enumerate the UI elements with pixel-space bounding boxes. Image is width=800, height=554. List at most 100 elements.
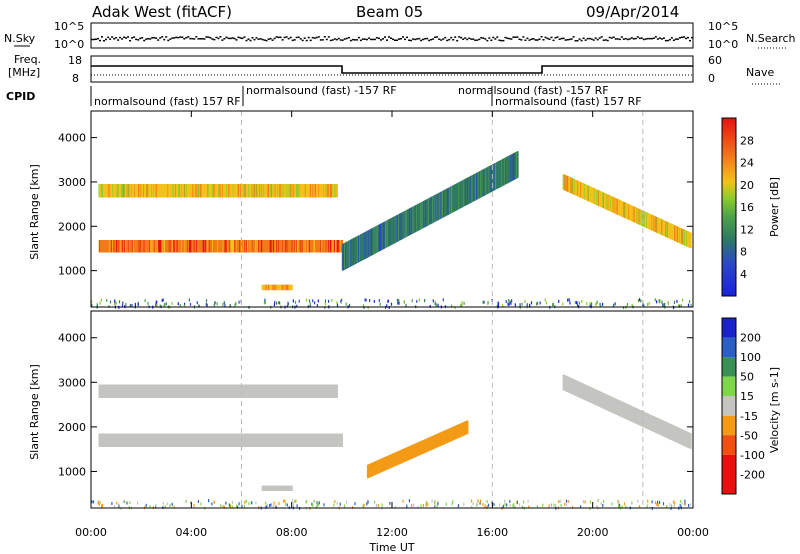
ground-speckle	[113, 504, 116, 508]
ground-speckle	[188, 298, 190, 302]
radar-title: Adak West (fitACF)	[92, 3, 232, 21]
ground-speckle	[417, 505, 419, 509]
ground-speckle	[309, 302, 311, 306]
sky-sample	[357, 36, 360, 39]
sky-sample	[365, 38, 368, 41]
sky-sample	[536, 39, 539, 41]
ground-speckle	[550, 503, 553, 507]
sky-sample	[504, 36, 507, 39]
ground-speckle	[264, 301, 266, 305]
ground-speckle	[336, 303, 339, 307]
ground-speckle	[663, 303, 665, 307]
ground-speckle	[429, 304, 431, 308]
ground-speckle	[505, 300, 507, 304]
ground-speckle	[659, 500, 661, 504]
ground-speckle	[567, 500, 569, 503]
ground-speckle	[684, 502, 686, 506]
sky-sample	[125, 37, 128, 39]
ground-speckle	[519, 303, 521, 307]
sky-sample	[341, 39, 344, 41]
sky-sample	[572, 36, 575, 38]
ground-speckle	[674, 501, 676, 505]
ground-speckle	[331, 298, 333, 302]
ground-speckle	[596, 504, 598, 508]
sky-sample	[588, 37, 591, 40]
sky-sample	[610, 37, 613, 39]
ground-speckle	[387, 299, 389, 303]
sky-sample	[582, 37, 585, 39]
ground-speckle	[161, 299, 163, 302]
ground-speckle	[403, 300, 405, 304]
sky-sample	[241, 37, 244, 40]
sky-sample	[101, 36, 103, 38]
ground-speckle	[381, 503, 383, 507]
ground-speckle	[618, 503, 621, 507]
sky-sample	[223, 38, 226, 40]
sky-sample	[237, 36, 240, 38]
ground-speckle	[434, 500, 436, 504]
ground-speckle	[461, 304, 463, 307]
ground-speckle	[229, 503, 231, 507]
sky-sample	[97, 37, 99, 40]
ground-speckle	[434, 504, 436, 508]
ground-speckle	[431, 499, 433, 503]
sky-sample	[325, 38, 328, 41]
sky-sample	[534, 39, 537, 41]
ground-speckle	[514, 505, 516, 509]
ground-speckle	[614, 302, 616, 306]
ground-speckle	[542, 503, 544, 507]
y-tick-label: 4000	[58, 132, 86, 145]
sky-sample	[514, 36, 517, 38]
sky-sample	[213, 38, 216, 41]
ground-speckle	[311, 502, 313, 506]
ground-speckle	[121, 304, 124, 308]
sky-sample	[275, 36, 278, 38]
sky-sample	[217, 37, 220, 40]
sky-sample	[287, 37, 290, 40]
ground-speckle	[169, 504, 171, 508]
sky-sample	[329, 39, 332, 42]
sky-sample	[408, 39, 411, 41]
ground-speckle	[317, 503, 320, 506]
power-colorbar-tick: 20	[740, 179, 754, 192]
cpid-segment-3: normalsound (fast) -157 RF	[458, 84, 609, 97]
ground-speckle	[270, 503, 272, 507]
sky-panel: N.Sky 10^5 10^0 10^5 10^0 N.Search	[4, 20, 796, 51]
ground-speckle	[460, 303, 462, 307]
ground-speckle	[316, 505, 318, 509]
ground-speckle	[229, 504, 231, 508]
sky-sample	[658, 37, 661, 39]
ground-speckle	[516, 500, 518, 504]
sky-sample	[133, 36, 136, 38]
sky-sample	[412, 38, 415, 40]
sky-sample	[307, 36, 310, 39]
sky-sample	[689, 39, 691, 42]
ground-speckle	[200, 502, 202, 506]
ground-speckle	[286, 304, 288, 308]
sky-sample	[99, 39, 101, 42]
ground-speckle	[369, 299, 371, 303]
ground-speckle	[676, 299, 678, 303]
ground-speckle	[164, 303, 166, 306]
sky-sample	[602, 39, 605, 41]
sky-sample	[622, 38, 625, 40]
ground-speckle	[205, 302, 207, 306]
velocity-colorbar	[721, 317, 737, 495]
ground-speckle	[612, 303, 615, 307]
ground-speckle	[602, 302, 604, 306]
ground-speckle	[577, 303, 579, 307]
ground-speckle	[451, 304, 453, 308]
sky-sample	[442, 38, 445, 40]
ground-speckle	[418, 298, 420, 302]
ground-speckle	[129, 501, 131, 505]
sky-sample	[129, 40, 132, 42]
y-tick-label: 2000	[58, 421, 86, 434]
ground-speckle	[173, 505, 175, 509]
sky-sample	[516, 36, 519, 38]
ground-speckle	[354, 502, 356, 506]
ground-speckle	[362, 504, 364, 508]
ground-speckle	[480, 499, 482, 503]
sky-sample	[245, 39, 248, 42]
ground-speckle	[363, 503, 365, 507]
